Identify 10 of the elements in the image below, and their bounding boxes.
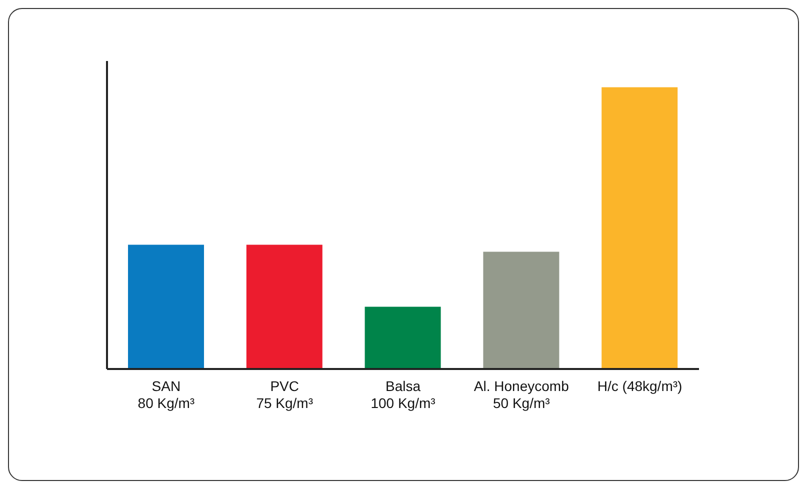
x-tick-label: H/c (48kg/m³): [597, 378, 682, 394]
bar: [483, 252, 560, 369]
x-tick-label: SAN 80 Kg/m³: [138, 378, 195, 411]
x-tick-label: Al. Honeycomb 50 Kg/m³: [474, 378, 570, 411]
bar: [128, 244, 204, 369]
bar: [602, 87, 678, 369]
bar: [246, 244, 322, 369]
x-tick-label: PVC 75 Kg/m³: [256, 378, 314, 411]
bar: [364, 306, 441, 369]
x-tick-label: Balsa 100 Kg/m³: [370, 378, 436, 411]
